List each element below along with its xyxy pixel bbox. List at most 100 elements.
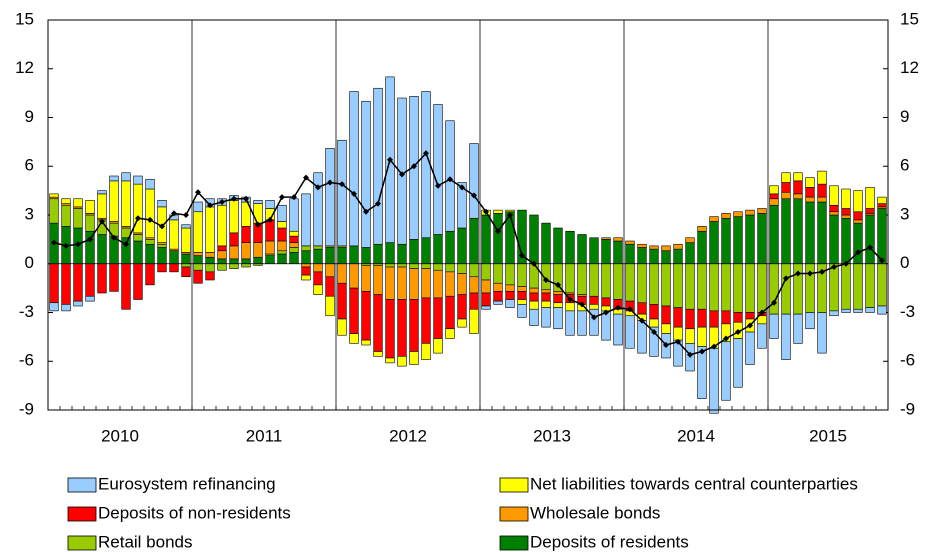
- bar-segment: [649, 248, 659, 265]
- bar-segment: [157, 263, 167, 273]
- bar-segment: [277, 250, 287, 255]
- line-marker: [567, 296, 573, 303]
- bar-segment: [133, 240, 143, 265]
- line-marker: [87, 236, 93, 243]
- bar-segment: [349, 287, 359, 334]
- bar-segment: [865, 187, 875, 209]
- bar-segment: [505, 291, 515, 300]
- line-marker: [459, 184, 465, 191]
- line-marker: [531, 260, 537, 267]
- bar-segment: [649, 245, 659, 250]
- bar-segment: [793, 198, 803, 265]
- line-marker: [651, 329, 657, 335]
- bar-segment: [757, 213, 767, 265]
- bar-segment: [325, 276, 335, 297]
- bar-segment: [229, 258, 239, 265]
- bar-segment: [229, 263, 239, 269]
- bar-segment: [361, 247, 371, 265]
- line-marker: [51, 239, 57, 246]
- bar-segment: [385, 357, 395, 364]
- bar-segment: [169, 263, 179, 273]
- bar-segment: [877, 196, 887, 204]
- bar-segment: [541, 307, 551, 328]
- bar-segment: [637, 243, 647, 248]
- bar-segment: [553, 227, 563, 265]
- bar-segment: [349, 91, 359, 247]
- bar-segment: [277, 204, 287, 222]
- bar-segment: [385, 263, 395, 268]
- bar-segment: [745, 312, 755, 320]
- bar-segment: [205, 271, 215, 281]
- bar-segment: [85, 263, 95, 297]
- bar-segment: [265, 200, 275, 209]
- legend-label: Deposits of non-residents: [98, 503, 291, 522]
- x-tick-label: 2011: [246, 426, 283, 445]
- bar-segment: [601, 237, 611, 240]
- bar-segment: [229, 245, 239, 260]
- bar-segment: [589, 295, 599, 305]
- bar-segment: [421, 297, 431, 344]
- bar-segment: [613, 240, 623, 265]
- bar-segment: [205, 263, 215, 273]
- bar-segment: [673, 307, 683, 328]
- bar-segment: [529, 214, 539, 265]
- bar-segment: [373, 265, 383, 295]
- bar-segment: [409, 239, 419, 265]
- line-marker: [291, 194, 297, 201]
- bar-segment: [277, 253, 287, 265]
- bar-segment: [613, 263, 623, 300]
- bar-segment: [337, 282, 347, 320]
- bar-segment: [781, 263, 791, 315]
- bar-segment: [457, 182, 467, 229]
- line-marker: [663, 342, 669, 348]
- bar-segment: [289, 242, 299, 248]
- bar-segment: [553, 291, 563, 295]
- legend-swatch: [67, 506, 97, 522]
- bar-segment: [565, 230, 575, 265]
- bar-segment: [853, 190, 863, 213]
- bar-segment: [817, 312, 827, 354]
- bar-segment: [817, 196, 827, 203]
- bar-segment: [793, 193, 803, 200]
- bar-segment: [445, 120, 455, 232]
- bar-segment: [193, 263, 203, 271]
- bar-segment: [529, 300, 539, 310]
- bar-segment: [709, 310, 719, 328]
- legend-swatch: [499, 477, 529, 493]
- bar-segment: [877, 305, 887, 315]
- line-marker: [639, 317, 645, 324]
- bar-segment: [493, 263, 503, 284]
- bar-segment: [853, 222, 863, 265]
- line-marker: [603, 309, 609, 316]
- bar-segment: [853, 308, 863, 313]
- bar-segment: [181, 253, 191, 265]
- bar-segment: [349, 245, 359, 265]
- line-marker: [747, 322, 753, 329]
- bar-segment: [385, 242, 395, 265]
- bar-segment: [565, 263, 575, 294]
- line-marker: [63, 242, 69, 249]
- bar-segment: [421, 268, 431, 299]
- bar-segment: [505, 299, 515, 308]
- bar-segment: [649, 304, 659, 320]
- bar-segment: [85, 200, 95, 214]
- line-marker: [195, 189, 201, 196]
- bar-segment: [457, 227, 467, 265]
- bar-segment: [409, 263, 419, 269]
- bar-segment: [361, 339, 371, 346]
- bar-segment: [325, 247, 335, 265]
- line-marker: [843, 260, 849, 267]
- bar-segment: [457, 273, 467, 295]
- bar-segment: [253, 200, 263, 204]
- bar-segment: [865, 263, 875, 308]
- line-marker: [99, 218, 105, 225]
- bar-segment: [673, 263, 683, 308]
- bar-segment: [517, 286, 527, 292]
- bar-segment: [469, 263, 479, 278]
- bar-segment: [745, 263, 755, 313]
- x-tick-label: 2010: [101, 426, 139, 445]
- bar-segment: [361, 265, 371, 292]
- bar-segment: [157, 247, 167, 265]
- bar-segment: [637, 320, 647, 354]
- bar-segment: [541, 292, 551, 302]
